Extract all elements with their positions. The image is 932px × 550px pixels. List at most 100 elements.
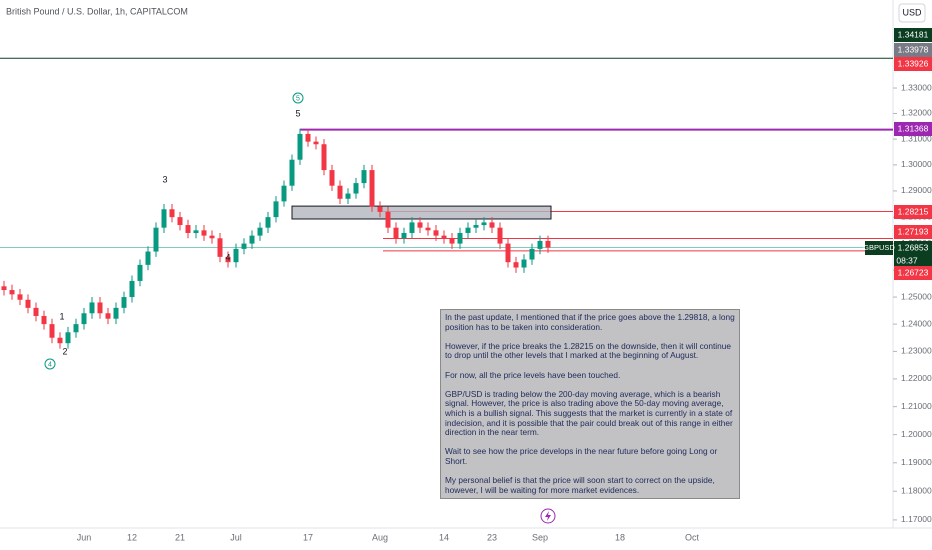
y-tick-label: 1.20000 — [901, 429, 932, 439]
candle-body — [321, 144, 327, 171]
candle-body — [497, 227, 503, 244]
candle-body — [225, 256, 231, 263]
candle-body — [25, 299, 31, 308]
wave-label: 5 — [295, 108, 300, 118]
note-paragraph: In the past update, I mentioned that if … — [445, 312, 735, 332]
candle-body — [457, 232, 463, 244]
x-tick-label: Sep — [532, 532, 548, 542]
zone — [291, 205, 552, 220]
candle-body — [513, 262, 519, 268]
x-tick-label: Aug — [372, 532, 388, 542]
y-tick-label: 1.24000 — [901, 318, 932, 328]
candle-body — [345, 193, 351, 199]
candle-body — [193, 230, 199, 233]
candle-body — [481, 222, 487, 226]
price-label: 1.33978 — [898, 44, 929, 54]
price-label: 1.26723 — [898, 267, 929, 277]
candle-body — [17, 294, 23, 300]
y-tick-label: 1.33000 — [901, 82, 932, 92]
candle-body — [153, 227, 159, 252]
y-tick-label: 1.22000 — [901, 373, 932, 383]
candle-body — [353, 183, 359, 194]
y-tick-label: 1.18000 — [901, 485, 932, 495]
price-label-bg — [894, 225, 932, 239]
x-tick-label: Jul — [230, 532, 242, 542]
candle-body — [169, 209, 175, 218]
price-label-bg — [894, 122, 932, 136]
wave-circle-label: 4 — [48, 361, 52, 368]
price-label: 1.31368 — [898, 123, 929, 133]
candle-body — [449, 238, 455, 244]
candle-body — [529, 248, 535, 260]
currency-label[interactable]: USD — [902, 7, 922, 17]
candle-body — [249, 235, 255, 244]
candle-body — [401, 232, 407, 239]
event-icon[interactable] — [540, 508, 556, 524]
x-tick-label: Oct — [685, 532, 700, 542]
note-paragraph: For now, all the price levels have been … — [445, 369, 621, 380]
candle-body — [337, 185, 343, 199]
x-tick-label: 18 — [615, 532, 625, 542]
candle-body — [361, 170, 367, 184]
wave-label: 1 — [59, 311, 64, 321]
price-label: 1.26853 — [898, 242, 929, 252]
candle-body — [385, 211, 391, 228]
price-label-bg — [894, 57, 932, 71]
candle-body — [305, 133, 311, 142]
price-label-bg — [894, 205, 932, 219]
candle-body — [113, 307, 119, 319]
candle-body — [369, 170, 375, 207]
candle-body — [33, 307, 39, 316]
candle-body — [137, 264, 143, 281]
note-box: In the past update, I mentioned that if … — [440, 309, 740, 499]
candle-body — [97, 302, 103, 314]
candle-body — [209, 235, 215, 239]
price-label: 1.28215 — [898, 206, 929, 216]
currency-button[interactable] — [898, 3, 926, 23]
x-tick-label: 23 — [487, 532, 497, 542]
x-tick-label: 12 — [127, 532, 137, 542]
y-tick-label: 1.19000 — [901, 457, 932, 467]
wave-circle — [44, 358, 56, 370]
candle-body — [177, 217, 183, 226]
x-tick-label: 21 — [175, 532, 185, 542]
wave-circle — [292, 92, 304, 104]
note-paragraph: Wait to see how the price develops in th… — [445, 446, 718, 466]
price-label: 1.34181 — [898, 29, 929, 39]
candle-body — [105, 313, 111, 319]
y-tick-label: 1.31000 — [901, 133, 932, 143]
candle-body — [281, 185, 287, 202]
candle-body — [81, 313, 87, 325]
y-tick-label: 1.17000 — [901, 514, 932, 524]
wave-label: 3 — [162, 174, 167, 184]
candle-body — [409, 222, 415, 233]
candle-body — [217, 238, 223, 257]
candle-body — [89, 302, 95, 314]
wave-label: 4 — [225, 252, 230, 262]
candle-body — [289, 159, 295, 186]
x-tick-label: Jun — [77, 532, 92, 542]
candle-body — [537, 240, 543, 249]
countdown: 08:37 — [896, 255, 918, 265]
y-tick-label: 1.29000 — [901, 185, 932, 195]
candle-body — [441, 235, 447, 239]
note-paragraph: GBP/USD is trading below the 200-day mov… — [445, 388, 733, 438]
candle-body — [465, 227, 471, 233]
candle-body — [417, 222, 423, 228]
candle-body — [145, 251, 151, 265]
x-tick-label: 14 — [439, 532, 449, 542]
y-tick-label: 1.32000 — [901, 108, 932, 118]
candle-body — [129, 280, 135, 298]
price-label: 1.33926 — [898, 58, 929, 68]
y-tick-label: 1.23000 — [901, 346, 932, 356]
candle-body — [9, 290, 15, 295]
y-tick-label: 1.25000 — [901, 291, 932, 301]
price-label-bg — [894, 266, 932, 280]
candle-body — [257, 227, 263, 236]
price-label-bg — [894, 28, 932, 42]
candle-body — [329, 170, 335, 186]
candle-body — [49, 324, 55, 338]
symbol-tag-bg — [865, 241, 893, 255]
candle-body — [505, 243, 511, 263]
